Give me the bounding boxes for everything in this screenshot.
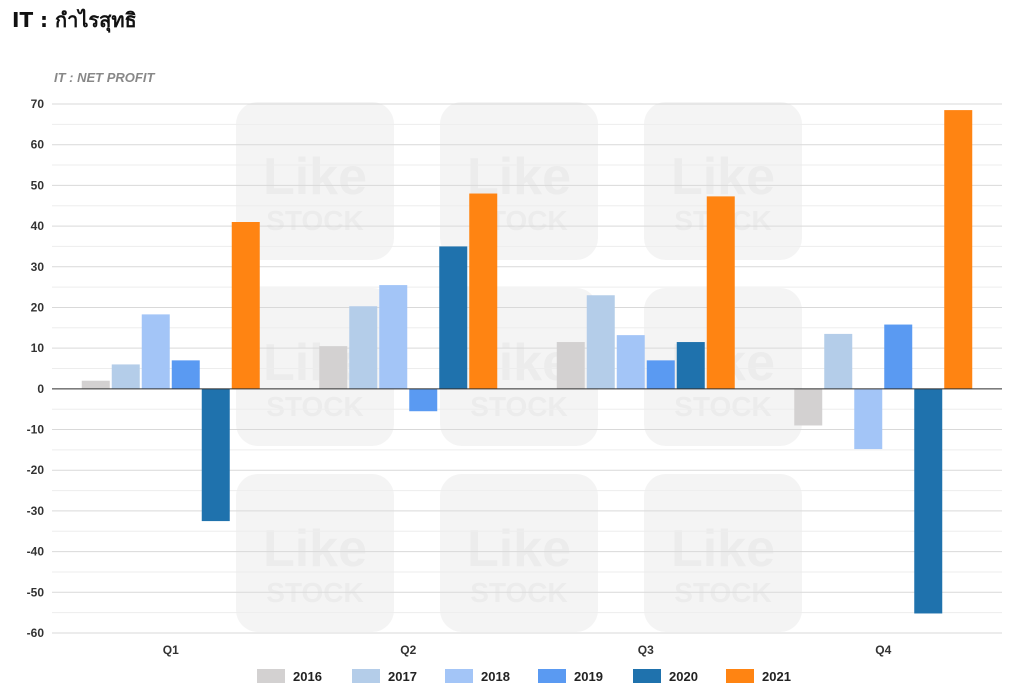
legend-label-2021: 2021: [762, 669, 791, 684]
bar-2020-q4: [914, 388, 943, 614]
bar-2021-q4: [944, 110, 973, 389]
y-tick-label: -40: [27, 545, 45, 559]
y-tick-label: 30: [31, 260, 45, 274]
bar-2016-q1: [81, 380, 110, 389]
bars: [81, 110, 973, 614]
y-tick-label: 70: [31, 97, 45, 111]
watermark-tile: [236, 102, 394, 260]
bar-2018-q2: [379, 285, 408, 389]
bar-2017-q1: [111, 364, 140, 389]
x-tick-label: Q1: [163, 643, 179, 657]
legend-label-2019: 2019: [574, 669, 603, 684]
legend: 2016 2017 2018 2019 2020 2021: [257, 669, 791, 684]
y-tick-label: 50: [31, 178, 45, 192]
legend-label-2018: 2018: [481, 669, 510, 684]
bar-2021-q3: [706, 196, 735, 389]
legend-swatch-2018: [445, 669, 473, 683]
page-title: IT : กำไรสุทธิ: [12, 8, 137, 32]
bar-2018-q1: [141, 314, 170, 389]
legend-swatch-2019: [538, 669, 566, 683]
x-tick-label: Q2: [400, 643, 416, 657]
legend-label-2016: 2016: [293, 669, 322, 684]
bar-2018-q4: [854, 388, 883, 450]
bar-2019-q4: [884, 324, 913, 389]
watermark-text: STOCK: [266, 391, 364, 422]
watermark-text: STOCK: [266, 205, 364, 236]
bar-2018-q3: [616, 335, 645, 389]
bar-2017-q3: [586, 295, 615, 389]
bar-2017-q4: [824, 333, 853, 389]
axes: 70 60 50 40 30 20 10 0 -10 -20 -30 -40 -50 -60 Q1 Q2 Q3 Q…: [27, 97, 1002, 657]
legend-label-2017: 2017: [388, 669, 417, 684]
y-tick-label: -50: [27, 585, 45, 599]
y-tick-label: -10: [27, 423, 45, 437]
watermark-text: STOCK: [674, 391, 772, 422]
y-tick-label: 40: [31, 219, 45, 233]
legend-swatch-2017: [352, 669, 380, 683]
bar-2020-q2: [439, 246, 468, 389]
y-tick-label: -30: [27, 504, 45, 518]
y-tick-label: -20: [27, 463, 45, 477]
bar-2020-q1: [201, 388, 230, 522]
watermark-text: Like: [671, 148, 775, 206]
watermark-text: Like: [263, 148, 367, 206]
chart-title: IT : NET PROFIT: [54, 70, 155, 85]
bar-2021-q2: [469, 193, 498, 389]
watermark-tile: [644, 102, 802, 260]
watermark-text: STOCK: [470, 391, 568, 422]
legend-swatch-2020: [633, 669, 661, 683]
watermark-text: Like: [263, 520, 367, 578]
legend-label-2020: 2020: [669, 669, 698, 684]
legend-swatch-2021: [726, 669, 754, 683]
bar-2019-q1: [171, 360, 200, 389]
y-tick-label: -60: [27, 626, 45, 640]
x-tick-label: Q4: [875, 643, 891, 657]
bar-2020-q3: [676, 342, 705, 389]
bar-2021-q1: [231, 222, 260, 389]
bar-2016-q2: [319, 346, 348, 389]
bar-2017-q2: [349, 306, 378, 389]
watermark-text: Like: [671, 520, 775, 578]
bar-2016-q3: [556, 342, 585, 389]
y-tick-label: 10: [31, 341, 45, 355]
y-tick-label: 60: [31, 138, 45, 152]
bar-2016-q4: [794, 388, 823, 426]
y-tick-label: 0: [37, 382, 44, 396]
x-tick-label: Q3: [638, 643, 654, 657]
legend-swatch-2016: [257, 669, 285, 683]
bar-2019-q3: [646, 360, 675, 389]
y-tick-label: 20: [31, 300, 45, 314]
watermark-text: Like: [467, 520, 571, 578]
bar-2019-q2: [409, 388, 438, 412]
